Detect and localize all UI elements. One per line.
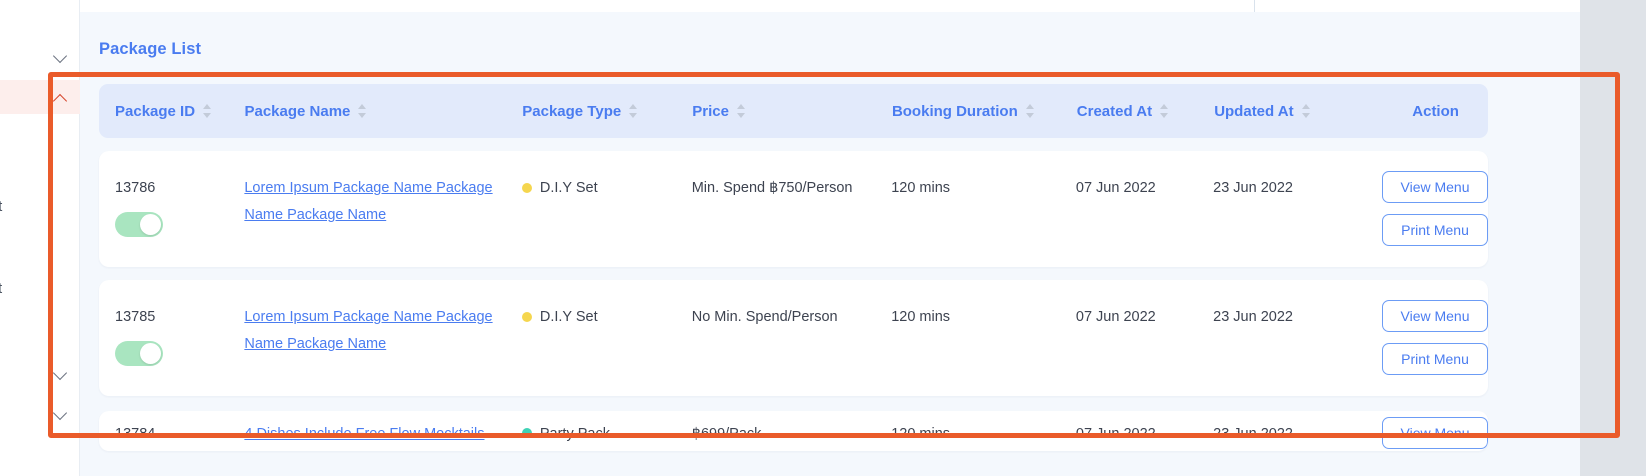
column-label: Package ID [115, 102, 196, 120]
toggle-knob [140, 213, 161, 235]
cell-booking-duration: 120 mins [891, 180, 951, 196]
sidebar-item-collapsed-group-3[interactable] [0, 395, 80, 429]
cell-created-at: 07 Jun 2022 [1075, 180, 1156, 196]
chevron-down-icon [54, 51, 68, 60]
sidebar-item-label: ent [0, 281, 3, 297]
sidebar-item-collapsed-group-1[interactable] [0, 38, 80, 72]
sort-icon[interactable] [1025, 103, 1035, 119]
view-menu-button[interactable]: View Menu [1382, 417, 1488, 449]
cell-action: View Menu Print Menu [1382, 151, 1489, 267]
cell-package-id: 13785 [115, 280, 244, 396]
column-header-updated-at[interactable]: Updated At [1214, 84, 1383, 138]
sidebar-item-management[interactable]: ement [0, 190, 80, 224]
cell-price: Min. Spend ฿750/Person [691, 180, 853, 196]
cell-package-id: 13784 [115, 411, 244, 451]
cell-action: View Menu [1382, 411, 1488, 451]
cell-booking-duration: 120 mins [891, 426, 951, 442]
package-type-dot-icon [521, 312, 532, 322]
package-list-table: Package ID Package Name Package Type Pri… [99, 84, 1489, 451]
table-row: 13785 Lorem Ipsum Package Name Package N… [99, 280, 1489, 396]
sort-icon[interactable] [358, 103, 367, 119]
package-id-value: 13785 [115, 309, 156, 325]
cell-price: No Min. Spend/Person [691, 309, 838, 325]
toggle-knob [140, 342, 161, 364]
sidebar-item-label: ement [0, 199, 3, 215]
package-name-link[interactable]: 4 Dishes Include Free Flow Mocktails [244, 426, 485, 442]
package-enabled-toggle[interactable] [115, 211, 163, 237]
cell-package-type: Party Pack [521, 411, 692, 451]
sort-icon[interactable] [203, 103, 212, 119]
cell-package-name: 4 Dishes Include Free Flow Mocktails [244, 411, 522, 451]
table-row: 13784 4 Dishes Include Free Flow Mocktai… [99, 411, 1488, 451]
column-header-action: Action [1383, 84, 1488, 138]
column-header-package-type[interactable]: Package Type [522, 84, 692, 138]
column-label: Package Type [522, 102, 622, 120]
cell-price: ฿699/Pack [691, 426, 762, 442]
cell-action: View Menu Print Menu [1382, 280, 1489, 396]
sidebar: ement ent [0, 0, 80, 476]
right-gray-panel [1580, 0, 1646, 476]
cell-updated-at: 23 Jun 2022 [1213, 309, 1293, 325]
column-label: Created At [1076, 102, 1153, 120]
chevron-down-icon [54, 408, 68, 417]
sort-icon[interactable] [1301, 103, 1311, 119]
sidebar-item-active-group[interactable] [0, 80, 80, 114]
package-type-value: D.I.Y Set [539, 180, 598, 196]
top-panel-strip [80, 0, 1580, 12]
cell-created-at: 07 Jun 2022 [1075, 309, 1156, 325]
column-header-package-name[interactable]: Package Name [244, 84, 522, 138]
package-type-dot-icon [521, 183, 532, 193]
package-enabled-toggle[interactable] [115, 340, 163, 366]
package-name-link[interactable]: Lorem Ipsum Package Name Package Name Pa… [244, 180, 493, 223]
column-header-package-id[interactable]: Package ID [115, 84, 244, 138]
table-header-row: Package ID Package Name Package Type Pri… [99, 84, 1488, 138]
table-row: 13786 Lorem Ipsum Package Name Package N… [99, 151, 1489, 267]
package-type-dot-icon [521, 428, 532, 438]
cell-package-name: Lorem Ipsum Package Name Package Name Pa… [244, 151, 522, 267]
page-title: Package List [99, 40, 202, 58]
column-header-booking-duration[interactable]: Booking Duration [892, 84, 1077, 138]
cell-updated-at: 23 Jun 2022 [1213, 426, 1293, 442]
cell-package-type: D.I.Y Set [521, 280, 692, 396]
sidebar-item-collapsed-group-2[interactable] [0, 355, 80, 389]
package-name-link[interactable]: Lorem Ipsum Package Name Package Name Pa… [244, 309, 493, 352]
print-menu-button[interactable]: Print Menu [1382, 343, 1489, 375]
cell-created-at: 07 Jun 2022 [1075, 426, 1156, 442]
package-id-value: 13786 [115, 180, 156, 196]
sidebar-item-ent[interactable]: ent [0, 272, 80, 306]
column-header-price[interactable]: Price [692, 84, 892, 138]
package-type-value: D.I.Y Set [539, 309, 598, 325]
column-label: Price [692, 102, 729, 120]
sort-icon[interactable] [1160, 103, 1169, 119]
column-label: Booking Duration [891, 102, 1018, 120]
package-type-value: Party Pack [539, 426, 610, 442]
cell-booking-duration: 120 mins [891, 309, 951, 325]
sort-icon[interactable] [736, 103, 746, 119]
chevron-up-icon [54, 93, 68, 102]
chevron-down-icon [54, 368, 68, 377]
cell-package-name: Lorem Ipsum Package Name Package Name Pa… [244, 280, 522, 396]
column-header-created-at[interactable]: Created At [1077, 84, 1214, 138]
view-menu-button[interactable]: View Menu [1382, 300, 1489, 332]
print-menu-button[interactable]: Print Menu [1382, 214, 1489, 246]
column-label: Updated At [1214, 102, 1294, 120]
cell-package-type: D.I.Y Set [521, 151, 692, 267]
panel-divider [1254, 0, 1255, 12]
package-id-value: 13784 [115, 426, 156, 442]
view-menu-button[interactable]: View Menu [1382, 171, 1489, 203]
cell-updated-at: 23 Jun 2022 [1213, 180, 1293, 196]
sort-icon[interactable] [629, 103, 638, 119]
column-label: Action [1412, 102, 1459, 120]
cell-package-id: 13786 [115, 151, 244, 267]
column-label: Package Name [244, 102, 351, 120]
